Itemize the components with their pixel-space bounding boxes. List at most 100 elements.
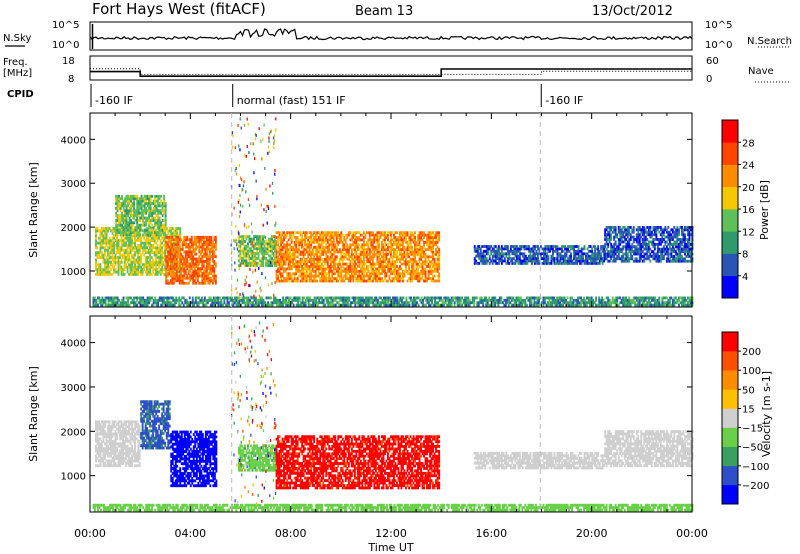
data-cell xyxy=(119,263,121,267)
data-cell xyxy=(266,249,269,253)
data-cell xyxy=(299,243,302,247)
data-cell xyxy=(310,255,313,259)
data-cell xyxy=(341,262,344,266)
data-cell xyxy=(304,260,307,264)
data-cell xyxy=(104,273,106,276)
data-cell xyxy=(637,233,640,237)
data-cell xyxy=(207,281,210,285)
data-cell xyxy=(119,223,122,227)
data-cell xyxy=(168,255,171,259)
data-cell xyxy=(116,197,119,201)
data-cell xyxy=(308,269,311,273)
data-cell xyxy=(192,274,195,278)
data-cell xyxy=(667,235,670,239)
data-cell xyxy=(332,279,335,283)
data-cell xyxy=(161,268,164,272)
data-cell xyxy=(242,259,245,263)
data-cell xyxy=(616,257,619,261)
data-cell xyxy=(523,259,526,263)
data-cell xyxy=(308,236,311,239)
data-cell xyxy=(266,242,269,246)
data-cell xyxy=(387,243,389,247)
data-cell xyxy=(620,228,623,232)
data-cell xyxy=(177,279,180,283)
data-cell xyxy=(637,252,640,256)
data-cell xyxy=(137,233,140,237)
data-cell xyxy=(122,231,125,234)
data-cell xyxy=(195,248,198,251)
data-cell xyxy=(205,248,208,251)
data-cell xyxy=(95,231,97,235)
data-cell xyxy=(338,248,341,252)
data-cell xyxy=(412,257,415,261)
data-cell xyxy=(305,269,308,273)
data-cell xyxy=(245,254,248,258)
data-cell xyxy=(653,257,656,261)
data-cell xyxy=(251,240,254,243)
data-cell xyxy=(189,269,192,273)
data-cell xyxy=(99,263,102,267)
data-cell xyxy=(667,230,670,234)
data-cell xyxy=(274,244,276,248)
data-cell xyxy=(180,267,183,271)
data-cell xyxy=(286,267,289,271)
data-cell xyxy=(183,243,186,246)
data-cell xyxy=(138,246,141,250)
data-cell xyxy=(421,250,424,254)
data-cell xyxy=(664,250,667,254)
data-cell xyxy=(239,244,242,248)
data-cell xyxy=(140,197,143,201)
data-cell xyxy=(284,255,287,259)
data-cell xyxy=(523,247,526,251)
data-cell xyxy=(567,245,569,248)
data-cell xyxy=(438,272,441,276)
freq-label: Freq. xyxy=(3,57,28,68)
data-cell xyxy=(157,223,160,227)
data-cell xyxy=(164,265,167,269)
data-cell xyxy=(290,245,293,249)
data-cell xyxy=(373,262,376,266)
data-cell xyxy=(396,238,398,242)
data-cell xyxy=(254,264,257,268)
data-cell xyxy=(154,194,157,198)
data-cell xyxy=(574,245,577,248)
data-cell xyxy=(664,228,667,232)
data-cell xyxy=(184,250,187,254)
data-cell xyxy=(244,244,246,248)
data-cell xyxy=(358,279,361,283)
data-cell xyxy=(359,277,362,281)
data-cell xyxy=(95,298,98,302)
data-cell xyxy=(211,281,214,285)
data-cell xyxy=(427,233,430,237)
data-cell xyxy=(379,277,382,281)
data-cell xyxy=(139,219,142,222)
data-cell xyxy=(136,202,139,205)
data-cell xyxy=(213,272,216,275)
data-cell xyxy=(157,221,160,225)
data-cell xyxy=(257,252,260,255)
data-cell xyxy=(96,251,99,255)
data-cell xyxy=(376,277,379,281)
data-cell xyxy=(278,245,281,249)
data-cell xyxy=(286,272,289,276)
data-cell xyxy=(123,239,126,243)
data-cell xyxy=(571,247,574,251)
data-cell xyxy=(509,245,512,248)
data-cell xyxy=(119,256,121,259)
data-cell xyxy=(323,267,326,271)
data-cell xyxy=(659,238,662,241)
data-cell xyxy=(164,253,167,257)
data-cell xyxy=(244,264,246,268)
data-cell xyxy=(158,260,161,264)
data-cell xyxy=(310,250,313,254)
data-cell xyxy=(149,260,152,264)
data-cell xyxy=(482,254,485,258)
data-cell xyxy=(524,254,527,258)
data-cell xyxy=(296,260,299,264)
data-cell xyxy=(181,257,184,261)
data-cell xyxy=(126,248,129,252)
data-cell xyxy=(161,248,164,252)
data-cell xyxy=(346,267,349,271)
data-cell xyxy=(164,219,167,222)
data-cell xyxy=(120,244,123,247)
